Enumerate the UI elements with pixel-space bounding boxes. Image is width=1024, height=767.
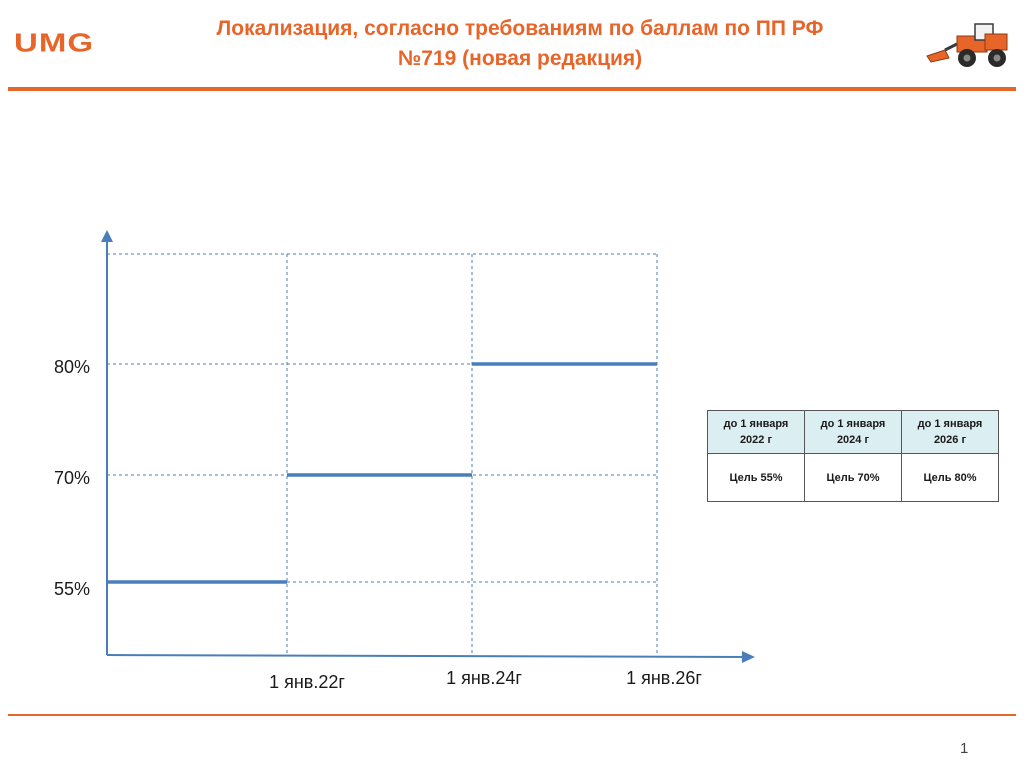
table-header-2024: до 1 января 2024 г	[804, 410, 902, 454]
table-header-2022: до 1 января 2022 г	[707, 410, 805, 454]
x-tick-label-1: 1 янв.24г	[446, 668, 522, 688]
targets-table: до 1 января 2022 г до 1 января 2024 г до…	[707, 410, 999, 502]
footer-divider	[8, 714, 1016, 716]
y-tick-label-1: 70%	[54, 468, 90, 488]
x-axis	[106, 654, 747, 658]
title-line-2: №719 (новая редакция)	[397, 47, 643, 70]
table-value-2026: Цель 80%	[901, 453, 999, 502]
wheel-loader-icon	[926, 23, 1008, 67]
table-header-2026: до 1 января 2026 г	[901, 410, 999, 454]
title-line-1: Локализация, согласно требованиям по бал…	[216, 17, 824, 40]
umg-logo: UMG	[14, 28, 94, 57]
y-axis-arrow-icon	[101, 230, 113, 242]
table-value-2024: Цель 70%	[804, 453, 902, 502]
y-tick-label-0: 55%	[54, 579, 90, 599]
header-divider	[8, 87, 1016, 91]
page-title: Локализация, согласно требованиям по бал…	[140, 14, 900, 74]
x-tick-label-0: 1 янв.22г	[269, 672, 345, 692]
x-axis-arrow-icon	[742, 651, 755, 663]
x-tick-label-2: 1 янв.26г	[626, 668, 702, 688]
y-tick-label-2: 80%	[54, 357, 90, 377]
page-number: 1	[960, 740, 969, 757]
table-value-2022: Цель 55%	[707, 453, 805, 502]
